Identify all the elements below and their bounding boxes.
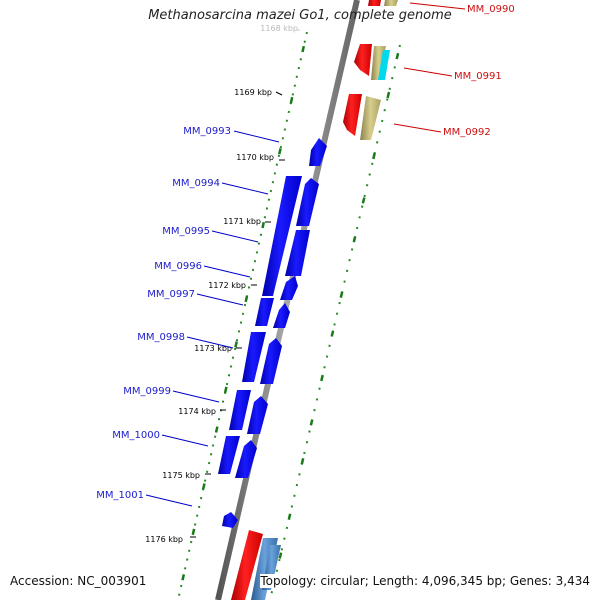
gene-mm-1000-inner[interactable]: [235, 440, 257, 478]
label-leaders: [145, 2, 466, 507]
scale-tick-label: 1171 kbp: [223, 217, 261, 226]
feature-cyan[interactable]: [378, 50, 390, 80]
label-mm-1000[interactable]: MM_1000: [112, 430, 160, 441]
gc-bar: [201, 483, 206, 490]
scale-tick-label: 1174 kbp: [178, 407, 216, 416]
gc-bar: [301, 45, 306, 53]
label-mm-0998[interactable]: MM_0998: [137, 332, 185, 343]
gene-mm-0997-inner[interactable]: [273, 303, 290, 328]
gc-bar: [277, 148, 282, 155]
scale-tick: [275, 91, 283, 96]
scale-tick-label: 1168 kbp: [260, 24, 298, 33]
feature-khaki-top[interactable]: [384, 0, 398, 6]
leader-mm-0999: [172, 390, 220, 403]
label-mm-0991[interactable]: MM_0991: [454, 71, 502, 82]
gc-bar: [287, 513, 292, 520]
scale-tick-label: 1173 kbp: [194, 344, 232, 353]
label-mm-0990[interactable]: MM_0990: [467, 4, 515, 15]
gc-bar: [278, 552, 283, 559]
scale-tick-label: 1176 kbp: [145, 535, 183, 544]
leader-mm-0990: [409, 2, 466, 10]
gene-mm-0993[interactable]: [309, 138, 327, 166]
scale-tick-label: 1169 kbp: [234, 88, 272, 97]
gc-bar: [234, 341, 238, 348]
gene-mm-0994[interactable]: [262, 176, 302, 296]
gc-bar: [300, 458, 305, 465]
label-mm-0993[interactable]: MM_0993: [183, 126, 231, 137]
label-mm-1001[interactable]: MM_1001: [96, 490, 144, 501]
gc-bar: [395, 52, 400, 60]
gc-bar: [330, 330, 335, 337]
gene-mm-0998-inner[interactable]: [260, 338, 282, 384]
leader-mm-0991: [403, 67, 453, 77]
gene-mm-0999-inner[interactable]: [247, 396, 268, 434]
gc-bar: [223, 386, 228, 394]
gene-mm-0990[interactable]: [368, 0, 381, 6]
gene-mm-0999[interactable]: [229, 390, 251, 430]
label-mm-0995[interactable]: MM_0995: [162, 226, 210, 237]
leader-mm-0994: [221, 182, 269, 195]
gc-bar: [386, 91, 391, 99]
gene-mm-0994-inner[interactable]: [296, 178, 319, 226]
gc-bar: [191, 528, 196, 536]
gene-mm-0995[interactable]: [285, 230, 310, 276]
gene-mm-0998[interactable]: [242, 332, 266, 382]
gc-bar: [352, 236, 357, 243]
gc-bar: [372, 152, 376, 160]
gene-red-bottom[interactable]: [231, 530, 263, 600]
plus-strand-genes: [231, 0, 398, 600]
label-mm-0999[interactable]: MM_0999: [123, 386, 171, 397]
scale-tick-label: 1170 kbp: [236, 153, 274, 162]
gene-mm-1000[interactable]: [218, 436, 240, 474]
gene-mm-0996[interactable]: [280, 276, 298, 300]
accession-text: Accession: NC_003901: [10, 574, 147, 588]
scale-tick-label: 1175 kbp: [162, 471, 200, 480]
gc-content-bars: [181, 45, 400, 581]
genome-summary-text: Topology: circular; Length: 4,096,345 bp…: [260, 574, 590, 588]
minus-strand-genes: [218, 138, 327, 528]
leader-mm-1001: [145, 494, 193, 507]
gc-bar: [214, 426, 219, 433]
gc-bar: [309, 419, 314, 426]
gc-bar: [289, 96, 294, 104]
genome-title: Methanosarcina mazei Go1, complete genom…: [148, 8, 452, 23]
gene-mm-0997[interactable]: [255, 298, 274, 326]
gc-bar: [181, 574, 186, 581]
leader-mm-0993: [233, 130, 280, 143]
gene-mm-0991[interactable]: [354, 44, 372, 76]
gene-mm-0992[interactable]: [343, 94, 362, 136]
gc-bar: [339, 291, 344, 298]
label-mm-0997[interactable]: MM_0997: [147, 289, 195, 300]
feature-khaki-low[interactable]: [360, 96, 381, 140]
leader-mm-0995: [211, 230, 259, 243]
gc-bar: [244, 295, 249, 303]
gc-bar: [320, 374, 324, 382]
label-mm-0994[interactable]: MM_0994: [172, 178, 220, 189]
gene-mm-1001[interactable]: [222, 512, 238, 528]
gc-bar: [261, 221, 266, 229]
gc-bar: [361, 197, 366, 204]
leader-mm-1000: [161, 434, 209, 447]
leader-mm-0998: [186, 336, 234, 349]
scale-tick-label: 1172 kbp: [208, 281, 246, 290]
leader-mm-0996: [203, 265, 251, 278]
scale-ticks: 1168 kbp 1169 kbp 1170 kbp 1171 kbp 1172…: [145, 24, 300, 544]
label-mm-0996[interactable]: MM_0996: [154, 261, 202, 272]
leader-mm-0992: [393, 123, 442, 133]
gene-labels: MM_0993 MM_0994 MM_0995 MM_0996 MM_0997 …: [96, 4, 514, 501]
leader-mm-0997: [196, 293, 244, 306]
label-mm-0992[interactable]: MM_0992: [443, 127, 491, 138]
